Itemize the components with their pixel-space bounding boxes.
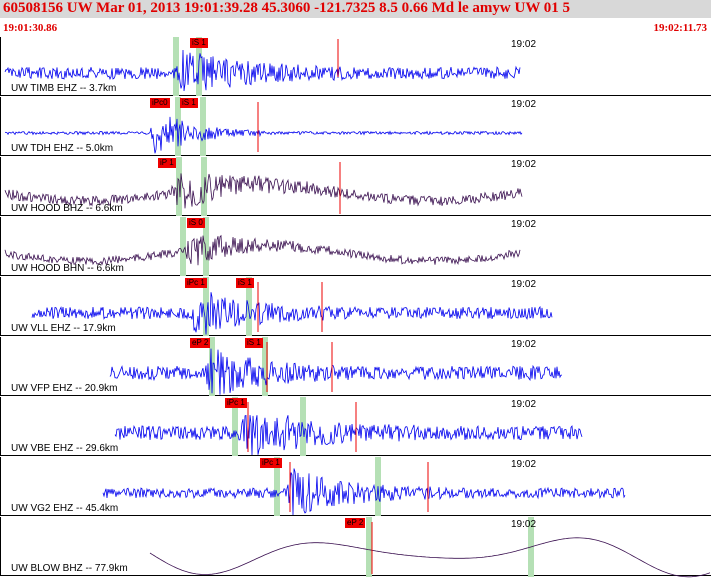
time-tick-label: 19:02	[511, 519, 537, 530]
panel-border	[0, 397, 711, 456]
waveform-line	[102, 468, 626, 516]
phase-window-marker	[203, 277, 209, 336]
waveform-line	[4, 234, 521, 266]
phase-window-marker	[173, 37, 179, 96]
phase-window-marker	[262, 337, 268, 396]
station-label: UW HOOD BHZ -- 6.6km	[11, 203, 123, 214]
waveform-line	[114, 414, 583, 456]
time-tick-label: 19:02	[511, 39, 537, 50]
waveform-trace	[109, 342, 562, 395]
time-tick-label: 19:02	[511, 459, 537, 470]
phase-pick-flag[interactable]: iP 1	[158, 158, 176, 168]
waveform-trace	[149, 522, 711, 578]
panel-border	[0, 277, 711, 336]
station-label: UW VG2 EHZ -- 45.4km	[11, 503, 119, 514]
time-tick-label: 19:02	[511, 219, 537, 230]
time-tick-label: 19:02	[511, 279, 537, 290]
waveform-line	[149, 537, 711, 578]
station-label: UW HOOD BHN -- 6.6km	[11, 263, 124, 274]
trace-panel: iS 0 19:02 UW HOOD BHN -- 6.6km	[0, 217, 711, 277]
time-tick-label: 19:02	[511, 339, 537, 350]
time-tick-label: 19:02	[511, 159, 537, 170]
station-label: UW TIMB EHZ -- 3.7km	[11, 83, 117, 94]
panel-border	[0, 97, 711, 156]
phase-window-marker	[175, 97, 181, 156]
waveform-trace	[4, 162, 523, 214]
panel-border	[0, 217, 711, 276]
phase-window-marker	[180, 217, 186, 276]
trace-panel: eP 2 19:02 UW BLOW BHZ -- 77.9km	[0, 517, 711, 578]
waveform-line	[4, 49, 521, 92]
phase-window-marker	[246, 277, 252, 336]
end-time: 19:02:11.73	[653, 22, 707, 34]
waveform-line	[4, 173, 523, 209]
waveform-trace	[114, 402, 583, 456]
phase-pick-flag[interactable]: iPc 1	[260, 458, 282, 468]
phase-window-marker	[274, 457, 280, 516]
phase-pick-flag[interactable]: iPc 1	[225, 398, 247, 408]
event-title: 60508156 UW Mar 01, 2013 19:01:39.28 45.…	[3, 0, 571, 16]
time-tick-label: 19:02	[511, 99, 537, 110]
phase-window-marker	[209, 337, 215, 396]
trace-panel: eP 2 iS 1 19:02 UW VFP EHZ -- 20.9km	[0, 337, 711, 397]
phase-window-marker	[232, 397, 238, 456]
trace-panel: iPc0 iS 1 19:02 UW TDH EHZ -- 5.0km	[0, 97, 711, 157]
start-time: 19:01:30.86	[3, 22, 58, 34]
waveform-trace	[102, 462, 626, 516]
phase-pick-flag[interactable]: iS 1	[236, 278, 254, 288]
phase-window-marker	[201, 157, 207, 216]
station-label: UW VBE EHZ -- 29.6km	[11, 443, 119, 454]
phase-pick-flag[interactable]: eP 2	[345, 518, 366, 528]
trace-panel: iPc 1 iS 1 19:02 UW VLL EHZ -- 17.9km	[0, 277, 711, 337]
phase-window-marker	[200, 97, 206, 156]
phase-pick-flag[interactable]: iS 1	[180, 98, 198, 108]
phase-window-marker	[203, 217, 209, 276]
panel-border	[0, 37, 711, 96]
phase-pick-flag[interactable]: iPc 1	[185, 278, 207, 288]
phase-pick-flag[interactable]: iS 0	[187, 218, 205, 228]
waveform-line	[109, 348, 562, 395]
trace-panel: iP 1 19:02 UW HOOD BHZ -- 6.6km	[0, 157, 711, 217]
waveform-trace	[31, 282, 553, 335]
panel-border	[0, 457, 711, 516]
phase-pick-flag[interactable]: iS 1	[245, 338, 263, 348]
trace-panel: iPc 1 19:02 UW VG2 EHZ -- 45.4km	[0, 457, 711, 517]
station-label: UW VFP EHZ -- 20.9km	[11, 383, 118, 394]
waveform-line	[31, 292, 553, 335]
seismogram-panels: iS 1 19:02 UW TIMB EHZ -- 3.7km iPc0 iS 1 19:…	[0, 37, 711, 578]
trace-panel: iPc 1 19:02 UW VBE EHZ -- 29.6km	[0, 397, 711, 457]
panel-border	[0, 517, 711, 576]
phase-pick-flag[interactable]: iPc0	[150, 98, 170, 108]
waveform-trace	[4, 102, 523, 154]
trace-panel: iS 1 19:02 UW TIMB EHZ -- 3.7km	[0, 37, 711, 97]
phase-pick-flag[interactable]: eP 2	[190, 338, 211, 348]
panel-border	[0, 157, 711, 216]
station-label: UW TDH EHZ -- 5.0km	[11, 143, 114, 154]
event-header-bar: 60508156 UW Mar 01, 2013 19:01:39.28 45.…	[0, 0, 711, 18]
waveform-trace	[4, 234, 521, 266]
time-tick-label: 19:02	[511, 399, 537, 410]
waveform-line	[4, 116, 523, 154]
waveform-trace	[4, 39, 521, 92]
station-label: UW BLOW BHZ -- 77.9km	[11, 563, 128, 574]
phase-pick-flag[interactable]: iS 1	[190, 38, 208, 48]
panel-border	[0, 337, 711, 396]
station-label: UW VLL EHZ -- 17.9km	[11, 323, 116, 334]
phase-window-marker	[366, 517, 372, 577]
